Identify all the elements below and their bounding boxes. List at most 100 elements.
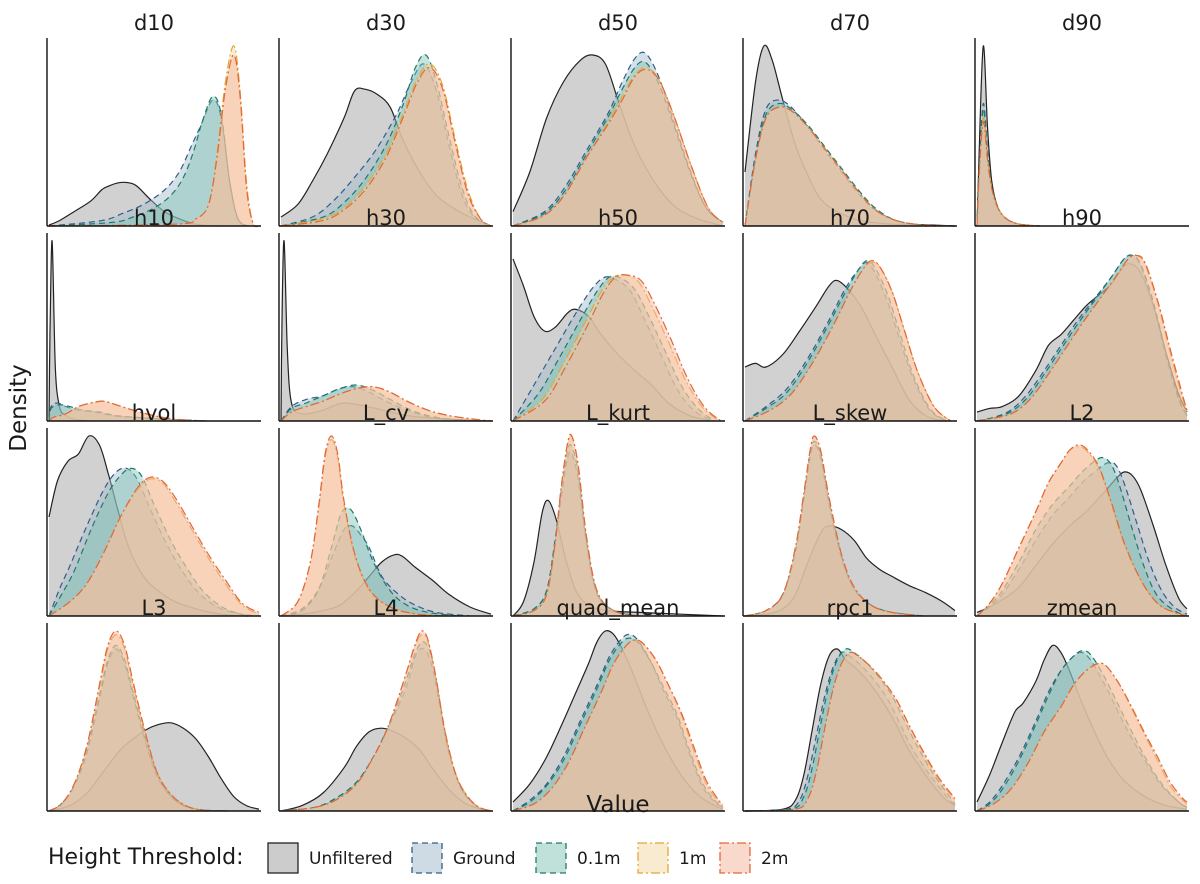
density-fill-t2 [281, 67, 491, 226]
density-fill-unf [745, 648, 955, 811]
panel-title: d10 [134, 11, 174, 35]
density-fill-t2 [281, 436, 449, 616]
density-line-t2 [744, 435, 924, 617]
density-fill-grd [513, 276, 713, 421]
density-fill-t1 [745, 262, 951, 421]
density-line-grd [280, 524, 471, 617]
legend-title: Height Threshold: [48, 845, 244, 870]
density-line-t01 [280, 507, 460, 617]
panel-title: h10 [134, 206, 174, 230]
panel-h90: h90 [974, 206, 1189, 422]
density-fill-grd [513, 52, 723, 227]
density-line-t2 [512, 639, 724, 812]
density-fill-t1 [977, 663, 1187, 811]
density-fill-grd [977, 652, 1187, 811]
density-fill-t1 [281, 386, 491, 421]
density-fill-t2 [745, 260, 951, 421]
density-line-unf [512, 499, 724, 617]
density-line-grd [512, 51, 724, 227]
density-fill-unf [281, 728, 491, 811]
density-line-unf [48, 240, 92, 422]
legend-label: Unfiltered [309, 849, 393, 869]
density-line-unf [976, 471, 1188, 613]
density-line-unf [280, 727, 492, 812]
density-line-unf [48, 435, 249, 617]
density-fill-t01 [745, 103, 955, 226]
density-fill-unf [977, 471, 1187, 616]
density-fill-unf [513, 500, 723, 616]
panel-d30: d30 [278, 11, 493, 227]
panel-title: hvol [132, 401, 176, 425]
density-fill-t01 [745, 260, 947, 421]
density-fill-t01 [281, 641, 491, 811]
density-fill-t2 [49, 54, 259, 227]
density-line-t01 [512, 443, 640, 617]
density-fill-grd [281, 648, 491, 811]
density-line-unf [48, 722, 260, 812]
density-fill-t2 [513, 434, 639, 616]
density-line-t2 [48, 476, 260, 617]
legend-item-grd: Ground [411, 842, 516, 874]
density-line-t2 [744, 260, 952, 422]
density-fill-t1 [977, 255, 1187, 421]
density-fill-grd [977, 462, 1187, 616]
density-line-t01 [744, 648, 956, 812]
density-fill-t1 [49, 45, 259, 227]
density-fill-t01 [49, 468, 249, 616]
legend-swatch [719, 842, 751, 874]
density-fill-t1 [513, 274, 719, 421]
panel-title: zmean [1047, 596, 1118, 620]
legend-label: Ground [453, 849, 516, 869]
density-fill-t2 [49, 476, 259, 616]
density-fill-t01 [977, 457, 1187, 616]
density-line-t01 [48, 95, 249, 227]
density-fill-grd [281, 525, 470, 616]
legend-swatch [535, 842, 567, 874]
density-fill-t01 [513, 444, 639, 616]
density-line-unf [280, 553, 492, 617]
density-fill-unf [49, 435, 249, 616]
density-fill-t01 [49, 404, 207, 421]
panel-h70: h70 [742, 206, 957, 422]
density-fill-t1 [281, 63, 491, 227]
density-line-t2 [280, 435, 450, 617]
panel-title: L2 [1069, 401, 1094, 425]
density-fill-t2 [745, 652, 955, 811]
panel-title: h50 [598, 206, 638, 230]
panel-title: L_kurt [586, 401, 650, 426]
density-line-unf [744, 279, 945, 422]
density-fill-t01 [281, 54, 491, 226]
density-fill-unf [49, 240, 91, 421]
legend-item-t01: 0.1m [535, 842, 621, 874]
density-line-unf [744, 525, 956, 617]
facet-panels: d10 d30 d50 d70 d90 h10 h30 h50 h70 h90 hvol L_cv L_… [46, 11, 1189, 812]
panel-h50: h50 [510, 206, 725, 422]
density-line-grd [744, 651, 956, 812]
density-line-t2 [280, 386, 492, 422]
density-fill-t2 [49, 631, 228, 811]
density-line-t01 [48, 644, 228, 812]
density-line-t2 [512, 433, 640, 617]
panel-l-skew: L_skew [742, 401, 957, 617]
panel-hvol: hvol [46, 401, 261, 617]
density-fill-grd [49, 403, 207, 421]
panel-title: h90 [1062, 206, 1102, 230]
density-line-grd [744, 99, 956, 227]
density-line-t2 [976, 254, 1188, 422]
density-line-t1 [280, 63, 492, 227]
density-fill-t2 [281, 386, 491, 421]
panel-d90: d90 [974, 11, 1189, 227]
legend: Height Threshold: Unfiltered Ground 0.1m 1m… [48, 842, 788, 874]
legend-swatch [267, 842, 299, 874]
density-fill-t1 [49, 401, 207, 421]
density-line-unf [512, 630, 724, 810]
panel-zmean: zmean [974, 596, 1189, 812]
x-axis-title: Value [586, 792, 649, 818]
density-fill-t01 [977, 650, 1187, 811]
density-fill-t2 [977, 444, 1187, 616]
panel-title: L_cv [363, 401, 409, 426]
density-fill-unf [977, 45, 1040, 227]
legend-item-unf: Unfiltered [267, 842, 393, 874]
density-fill-t1 [49, 634, 228, 811]
density-fill-t1 [977, 117, 1040, 226]
